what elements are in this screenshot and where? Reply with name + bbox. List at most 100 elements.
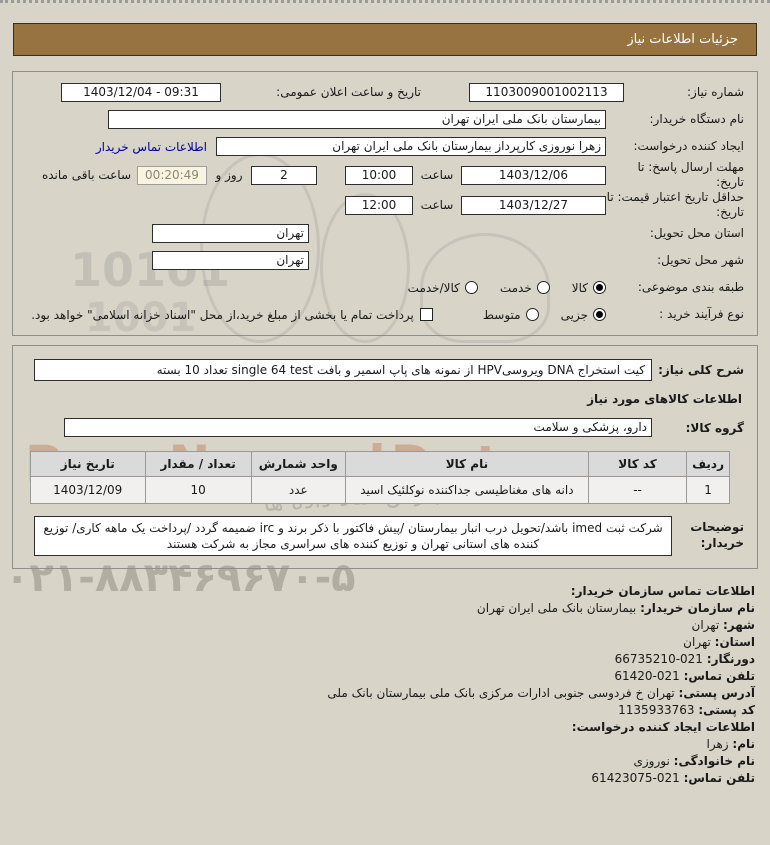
requester-label: ایجاد کننده درخواست: <box>633 139 744 153</box>
response-deadline-label: مهلت ارسال پاسخ: تا تاریخ: <box>637 160 744 189</box>
need-number-field[interactable]: 1103009001002113 <box>469 83 624 102</box>
contact-line: شهر: تهران <box>15 617 755 634</box>
radio-medium-label: متوسط <box>482 307 521 322</box>
deadline-hour-label: ساعت <box>420 168 454 182</box>
section-title-bar: جزئیات اطلاعات نیاز <box>13 23 757 56</box>
radio-goods-label: کالا <box>571 280 588 295</box>
address-label: آدرس پستی: <box>678 686 755 700</box>
fax-label: دورنگار: <box>706 652 755 666</box>
days-and-label: روز و <box>215 168 243 182</box>
cell-unit: عدد <box>250 476 346 504</box>
page-title: جزئیات اطلاعات نیاز <box>627 32 738 47</box>
buyer-dept-label: نام دستگاه خریدار: <box>649 112 745 126</box>
contact-section: اطلاعات تماس سازمان خریدار: نام سازمان خ… <box>15 583 755 787</box>
row-buyer-notes: توضیحات خریدار: شرکت ثبت imed باشد/تحویل… <box>26 516 744 556</box>
radio-goods-service[interactable]: کالا/خدمت <box>408 281 478 295</box>
buyer-notes-label: توضیحات خریدار: <box>690 520 744 550</box>
col-row: ردیف <box>686 451 730 477</box>
contact-line: استان: تهران <box>15 634 755 651</box>
validity-time-field[interactable]: 12:00 <box>345 195 413 215</box>
first-name-value: زهرا <box>706 737 729 751</box>
process-type-label: نوع فرآیند خرید : <box>659 307 744 321</box>
address-value: تهران خ فردوسی جنوبی ادارات مرکزی بانک م… <box>327 686 675 700</box>
contact-line: نام خانوادگی: نوروزی <box>15 753 755 770</box>
col-qty: تعداد / مقدار <box>144 451 252 477</box>
countdown-timer: 00:20:49 <box>137 165 207 185</box>
radio-icon <box>525 308 539 321</box>
cell-name: دانه های مغناطیسی جداکننده نوکلئیک اسید <box>344 476 590 504</box>
radio-goods-service-label: کالا/خدمت <box>407 280 460 295</box>
deadline-date-field[interactable]: 1403/12/06 <box>461 165 606 185</box>
treasury-checkbox[interactable]: پرداخت تمام یا بخشی از مبلغ خرید،از محل … <box>31 308 433 322</box>
validity-hour-label: ساعت <box>420 198 454 212</box>
radio-service[interactable]: خدمت <box>500 281 550 295</box>
radio-minor[interactable]: جزیی <box>561 308 606 322</box>
classification-label: طبقه بندی موضوعی: <box>637 280 744 294</box>
buyer-dept-field[interactable]: بیمارستان بانک ملی ایران تهران <box>108 110 606 129</box>
contact-line: دورنگار: 66735210-021 <box>15 651 755 668</box>
contact-line: تلفن تماس: 61423075-021 <box>15 770 755 787</box>
need-info-panel: شماره نیاز: 1103009001002113 تاریخ و ساع… <box>12 71 758 336</box>
col-name: نام کالا <box>344 451 590 477</box>
radio-icon <box>536 281 550 294</box>
row-process-type: نوع فرآیند خرید : جزیی متوسط پرداخت تمام… <box>26 301 744 328</box>
creator-phone-value: 61423075-021 <box>591 771 680 785</box>
row-need-description: شرح کلی نیاز: کیت استخراج DNA ویروسیHPV … <box>26 356 744 383</box>
row-buyer-dept: نام دستگاه خریدار: بیمارستان بانک ملی ای… <box>26 106 744 133</box>
announce-datetime-field[interactable]: 1403/12/04 - 09:31 <box>61 83 221 102</box>
row-need-number: شماره نیاز: 1103009001002113 تاریخ و ساع… <box>26 79 744 106</box>
radio-minor-label: جزیی <box>560 307 588 322</box>
city-label: شهر: <box>723 618 755 632</box>
goods-panel: شرح کلی نیاز: کیت استخراج DNA ویروسیHPV … <box>12 345 758 569</box>
goods-group-field[interactable]: دارو، پزشکی و سلامت <box>64 418 652 437</box>
row-response-deadline: مهلت ارسال پاسخ: تا تاریخ: 1403/12/06 سا… <box>26 160 744 190</box>
delivery-province-field[interactable]: تهران <box>152 224 309 243</box>
buyer-notes-field[interactable]: شرکت ثبت imed باشد/تحویل درب انبار بیمار… <box>34 516 672 556</box>
last-name-value: نوروزی <box>633 754 670 768</box>
cell-qty: 10 <box>144 476 252 504</box>
cell-need-date: 1403/12/09 <box>30 476 146 504</box>
phone-label: تلفن تماس: <box>683 669 755 683</box>
radio-goods[interactable]: کالا <box>572 281 606 295</box>
first-name-label: نام: <box>732 737 755 751</box>
buyer-contact-link[interactable]: اطلاعات تماس خریدار <box>95 139 207 154</box>
cell-code: -- <box>587 476 688 504</box>
contact-line: نام: زهرا <box>15 736 755 753</box>
row-goods-group: گروه کالا: دارو، پزشکی و سلامت <box>26 414 744 441</box>
delivery-city-field[interactable]: تهران <box>152 251 309 270</box>
goods-table: ردیف کد کالا نام کالا واحد شمارش تعداد /… <box>30 451 730 504</box>
row-delivery-province: استان محل تحویل: تهران <box>26 220 744 247</box>
radio-selected-icon <box>593 308 606 321</box>
creator-phone-label: تلفن تماس: <box>683 771 755 785</box>
deadline-time-field[interactable]: 10:00 <box>345 165 413 185</box>
goods-section-header: اطلاعات کالاهای مورد نیاز <box>587 392 742 406</box>
days-remaining-field[interactable]: 2 <box>251 165 317 185</box>
goods-table-row: 1 -- دانه های مغناطیسی جداکننده نوکلئیک … <box>30 476 730 504</box>
goods-group-label: گروه کالا: <box>685 420 744 435</box>
need-description-label: شرح کلی نیاز: <box>658 362 744 377</box>
announce-datetime-label: تاریخ و ساعت اعلان عمومی: <box>276 85 421 99</box>
col-code: کد کالا <box>587 451 688 477</box>
province-value: تهران <box>683 635 711 649</box>
fax-value: 66735210-021 <box>614 652 703 666</box>
row-requester: ایجاد کننده درخواست: زهرا نوروزی کارپردا… <box>26 133 744 160</box>
phone-value: 61420-021 <box>614 669 680 683</box>
row-delivery-city: شهر محل تحویل: تهران <box>26 247 744 274</box>
checkbox-icon <box>419 308 433 321</box>
requester-field[interactable]: زهرا نوروزی کارپرداز بیمارستان بانک ملی … <box>216 137 606 156</box>
last-name-label: نام خانوادگی: <box>673 754 755 768</box>
need-description-field[interactable]: کیت استخراج DNA ویروسیHPV از نمونه های پ… <box>34 358 652 381</box>
validity-date-field[interactable]: 1403/12/27 <box>461 195 606 215</box>
cell-row: 1 <box>686 476 730 504</box>
col-unit: واحد شمارش <box>250 451 346 477</box>
radio-medium[interactable]: متوسط <box>483 308 539 322</box>
delivery-province-label: استان محل تحویل: <box>649 226 744 240</box>
row-price-validity: حداقل تاریخ اعتبار قیمت: تا تاریخ: 1403/… <box>26 190 744 220</box>
col-need-date: تاریخ نیاز <box>30 451 146 477</box>
contact-line: نام سازمان خریدار: بیمارستان بانک ملی ای… <box>15 600 755 617</box>
contact-line: کد پستی: 1135933763 <box>15 702 755 719</box>
org-name-label: نام سازمان خریدار: <box>640 601 755 615</box>
radio-selected-icon <box>593 281 606 294</box>
city-value: تهران <box>691 618 720 632</box>
